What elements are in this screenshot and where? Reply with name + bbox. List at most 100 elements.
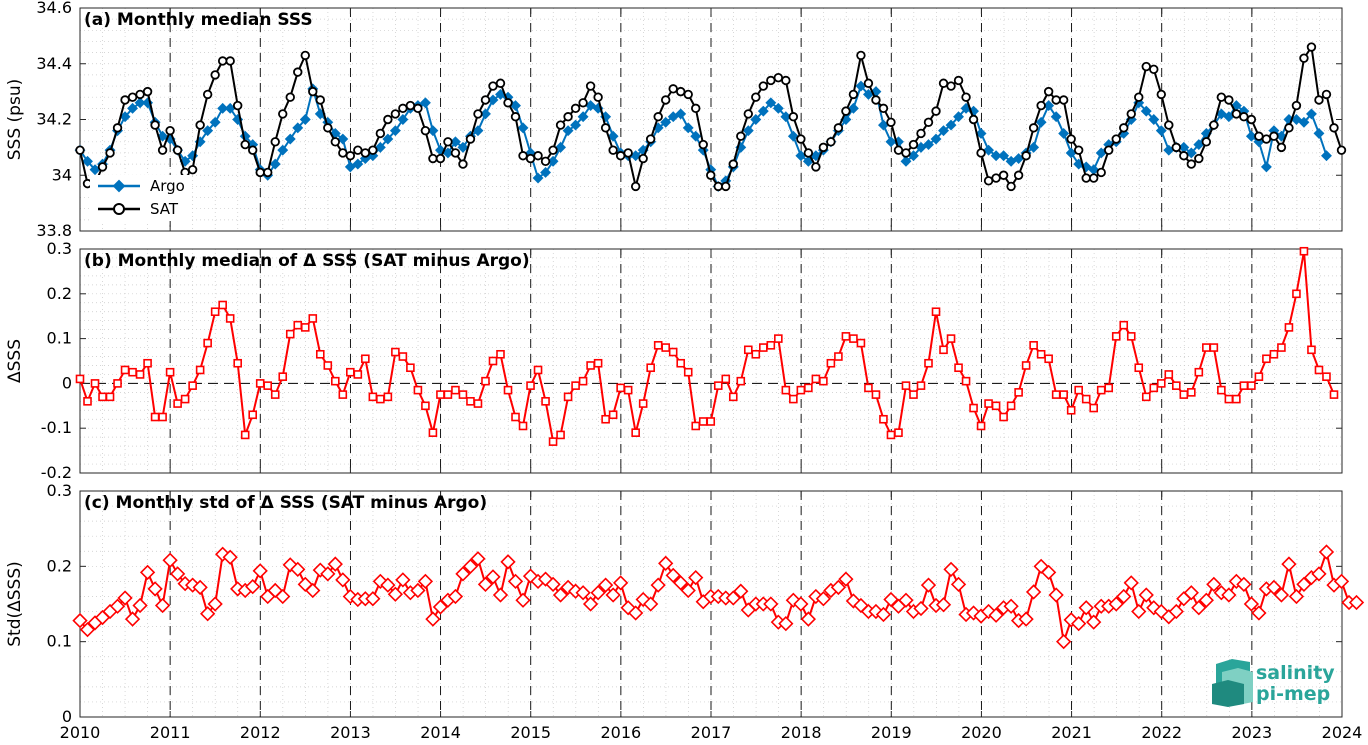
data-point [578, 376, 588, 386]
data-point [1003, 598, 1019, 614]
data-point [255, 167, 265, 178]
data-point [1306, 108, 1317, 120]
data-point [961, 92, 971, 102]
data-point [1179, 390, 1189, 399]
series-sat [75, 42, 1347, 192]
data-point [815, 591, 832, 607]
x-tick-label: 2011 [150, 723, 191, 742]
data-point [909, 390, 918, 399]
data-point [1071, 615, 1087, 632]
data-point [691, 103, 701, 114]
data-point [811, 374, 821, 384]
data-point [990, 150, 1002, 162]
data-point [368, 392, 378, 402]
data-point [1281, 556, 1297, 572]
y-tick-label: -0.2 [41, 463, 72, 482]
x-tick-label: 2017 [691, 723, 732, 742]
data-point [299, 114, 311, 125]
data-point [1050, 111, 1062, 123]
data-point [389, 125, 401, 137]
series-line [79, 250, 1335, 443]
data-point [455, 566, 471, 582]
data-point [79, 621, 96, 638]
logo-line2: pi-mep [1256, 683, 1330, 705]
data-point [120, 95, 130, 105]
data-point [173, 399, 182, 408]
data-point [480, 108, 491, 120]
data-point [335, 572, 351, 588]
x-tick-label: 2015 [510, 723, 551, 742]
data-point [1333, 573, 1350, 590]
data-point [269, 158, 281, 170]
data-point [945, 119, 957, 131]
data-point [913, 600, 929, 617]
data-point [878, 103, 889, 114]
data-point [284, 133, 296, 145]
data-point [661, 343, 670, 352]
data-point [526, 381, 535, 390]
data-point [601, 414, 610, 424]
data-point [532, 172, 544, 184]
data-point [210, 70, 220, 80]
data-point [1245, 130, 1257, 142]
data-point [849, 334, 858, 343]
data-point [593, 358, 603, 368]
data-point [1155, 125, 1167, 137]
data-point [518, 421, 528, 431]
data-point [931, 307, 941, 317]
y-tick-label: 0.1 [47, 632, 72, 651]
data-point [630, 150, 642, 162]
data-point [1231, 109, 1242, 119]
data-point [75, 145, 85, 155]
data-point [202, 89, 213, 100]
data-point [923, 117, 934, 127]
data-point [465, 134, 476, 144]
data-point [1232, 394, 1241, 404]
data-point [983, 144, 995, 156]
data-point [758, 81, 769, 91]
data-point [751, 349, 761, 359]
data-point [105, 392, 115, 402]
data-point [571, 381, 580, 390]
data-point [613, 575, 629, 591]
data-point [765, 97, 777, 109]
data-point [555, 120, 566, 130]
logo: salinity pi-mep [1212, 659, 1335, 707]
data-point [953, 75, 964, 86]
data-point [1013, 170, 1024, 180]
data-point [135, 89, 145, 100]
data-point [1321, 150, 1332, 162]
data-point [278, 372, 288, 381]
data-point [804, 383, 813, 393]
data-point [1209, 120, 1219, 130]
data-point [270, 137, 280, 147]
legend-sat-label: SAT [150, 200, 179, 218]
data-point [597, 577, 614, 593]
data-point [540, 167, 551, 178]
data-point [1277, 343, 1286, 352]
data-point [503, 98, 513, 108]
data-point [224, 102, 236, 114]
data-point [72, 612, 88, 629]
data-point [766, 75, 776, 86]
data-point [207, 596, 223, 612]
data-point [368, 145, 378, 155]
data-point [938, 78, 949, 88]
data-point [653, 112, 663, 122]
data-point [898, 592, 914, 608]
data-point [668, 347, 678, 357]
data-point [593, 92, 603, 102]
data-point [391, 347, 400, 357]
data-point [1296, 576, 1312, 593]
data-point [923, 139, 934, 151]
data-point [1048, 587, 1064, 603]
data-point [886, 117, 896, 127]
data-point [757, 105, 769, 117]
data-point [245, 579, 261, 595]
data-point [841, 332, 851, 341]
data-point [1138, 587, 1154, 603]
data-point [780, 111, 792, 123]
data-point [1086, 614, 1102, 630]
data-point [127, 92, 138, 102]
